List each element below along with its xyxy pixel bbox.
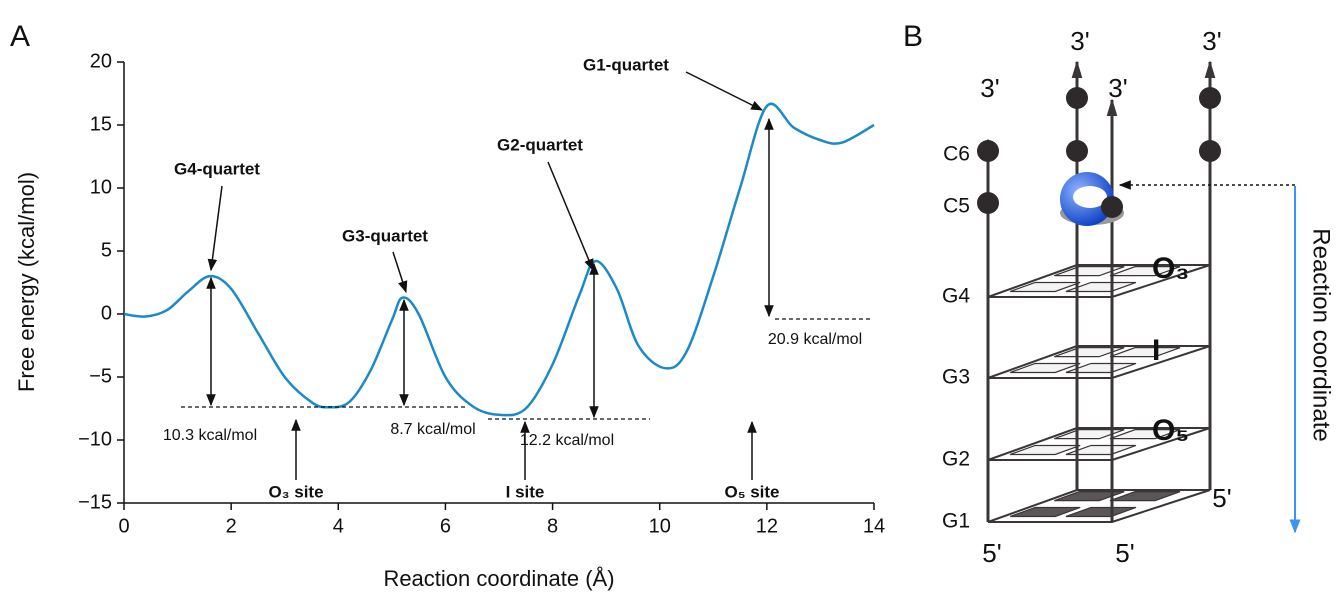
y-axis-label: Free energy (kcal/mol) [14, 172, 39, 392]
y-tick-label: −10 [78, 428, 112, 450]
strand-end-label: 5' [982, 538, 1001, 568]
y-tick-label: 10 [90, 176, 112, 198]
guanine [1054, 429, 1125, 440]
diagram-axis-label: Reaction coordinate [1308, 228, 1335, 441]
guanine [1054, 491, 1125, 502]
annotation-arrow [207, 185, 223, 272]
y-tick-label: −15 [78, 491, 112, 513]
level-label: G4 [942, 285, 970, 308]
guanine [1109, 266, 1181, 277]
annotation: G2-quartet [497, 135, 583, 154]
annotation-arrow [685, 71, 764, 111]
guanine [1065, 281, 1137, 293]
guanine [1009, 506, 1081, 518]
level-label: C5 [943, 195, 970, 218]
strand-end-label: 5' [1115, 538, 1134, 568]
site-label: O₅ [1152, 414, 1189, 447]
x-tick-label: 8 [547, 515, 558, 537]
level-label: G3 [942, 366, 970, 389]
y-tick-label: −5 [89, 365, 112, 387]
guanine [1009, 444, 1081, 456]
ion-highlight [1073, 186, 1107, 208]
atom [1066, 87, 1088, 109]
annotation: O₅ site [724, 482, 779, 501]
energy-curve [123, 102, 875, 417]
atom [1066, 140, 1088, 162]
annotation: G4-quartet [174, 159, 260, 178]
level-label: G1 [942, 510, 970, 533]
x-tick-label: 2 [226, 515, 237, 537]
annotation: G3-quartet [342, 226, 428, 245]
strand-end-label: 5' [1212, 483, 1231, 513]
annotation: O₃ site [268, 482, 323, 501]
atom [977, 192, 999, 214]
atom [977, 140, 999, 162]
annotation: G1-quartet [583, 55, 669, 74]
annotation: 12.2 kcal/mol [520, 432, 614, 449]
guanine [1065, 362, 1137, 374]
guanine [1109, 429, 1181, 440]
x-axis-label: Reaction coordinate (Å) [383, 566, 614, 591]
guanine [1054, 347, 1125, 358]
guanine [1065, 444, 1137, 456]
panel-label: A [10, 20, 30, 53]
x-tick-label: 10 [649, 515, 671, 537]
y-tick-label: 0 [101, 302, 112, 324]
strand-end-label: 3' [1070, 26, 1089, 56]
y-tick-label: 20 [90, 50, 112, 72]
site-label: I [1152, 334, 1160, 367]
strand-end-label: 3' [980, 73, 999, 103]
site-label: O₃ [1152, 252, 1189, 285]
atom [1199, 87, 1221, 109]
x-tick-label: 4 [333, 515, 344, 537]
y-tick-label: 15 [90, 113, 112, 135]
quadruplex-diagram [977, 60, 1301, 534]
annotation: 20.9 kcal/mol [768, 331, 862, 348]
guanine [1065, 506, 1137, 518]
x-tick-label: 6 [440, 515, 451, 537]
guanine [1009, 281, 1081, 293]
annotation-arrow [392, 251, 408, 294]
level-label: G2 [942, 448, 970, 471]
y-tick-label: 5 [101, 239, 112, 261]
atom [1199, 140, 1221, 162]
annotation-arrow [547, 161, 594, 272]
guanine [1009, 362, 1081, 374]
guanine [1109, 347, 1181, 358]
x-tick-label: 0 [118, 515, 129, 537]
guanine [1054, 266, 1125, 277]
strand-end-label: 3' [1108, 73, 1127, 103]
annotation: 10.3 kcal/mol [163, 427, 257, 444]
annotation: I site [506, 482, 545, 501]
guanine [1109, 491, 1181, 502]
x-tick-label: 12 [756, 515, 778, 537]
level-label: C6 [943, 143, 970, 166]
atom [1101, 196, 1123, 218]
strand-end-label: 3' [1202, 26, 1221, 56]
annotation: 8.7 kcal/mol [390, 421, 475, 438]
x-tick-label: 14 [863, 515, 885, 537]
panel-label: B [903, 20, 923, 53]
